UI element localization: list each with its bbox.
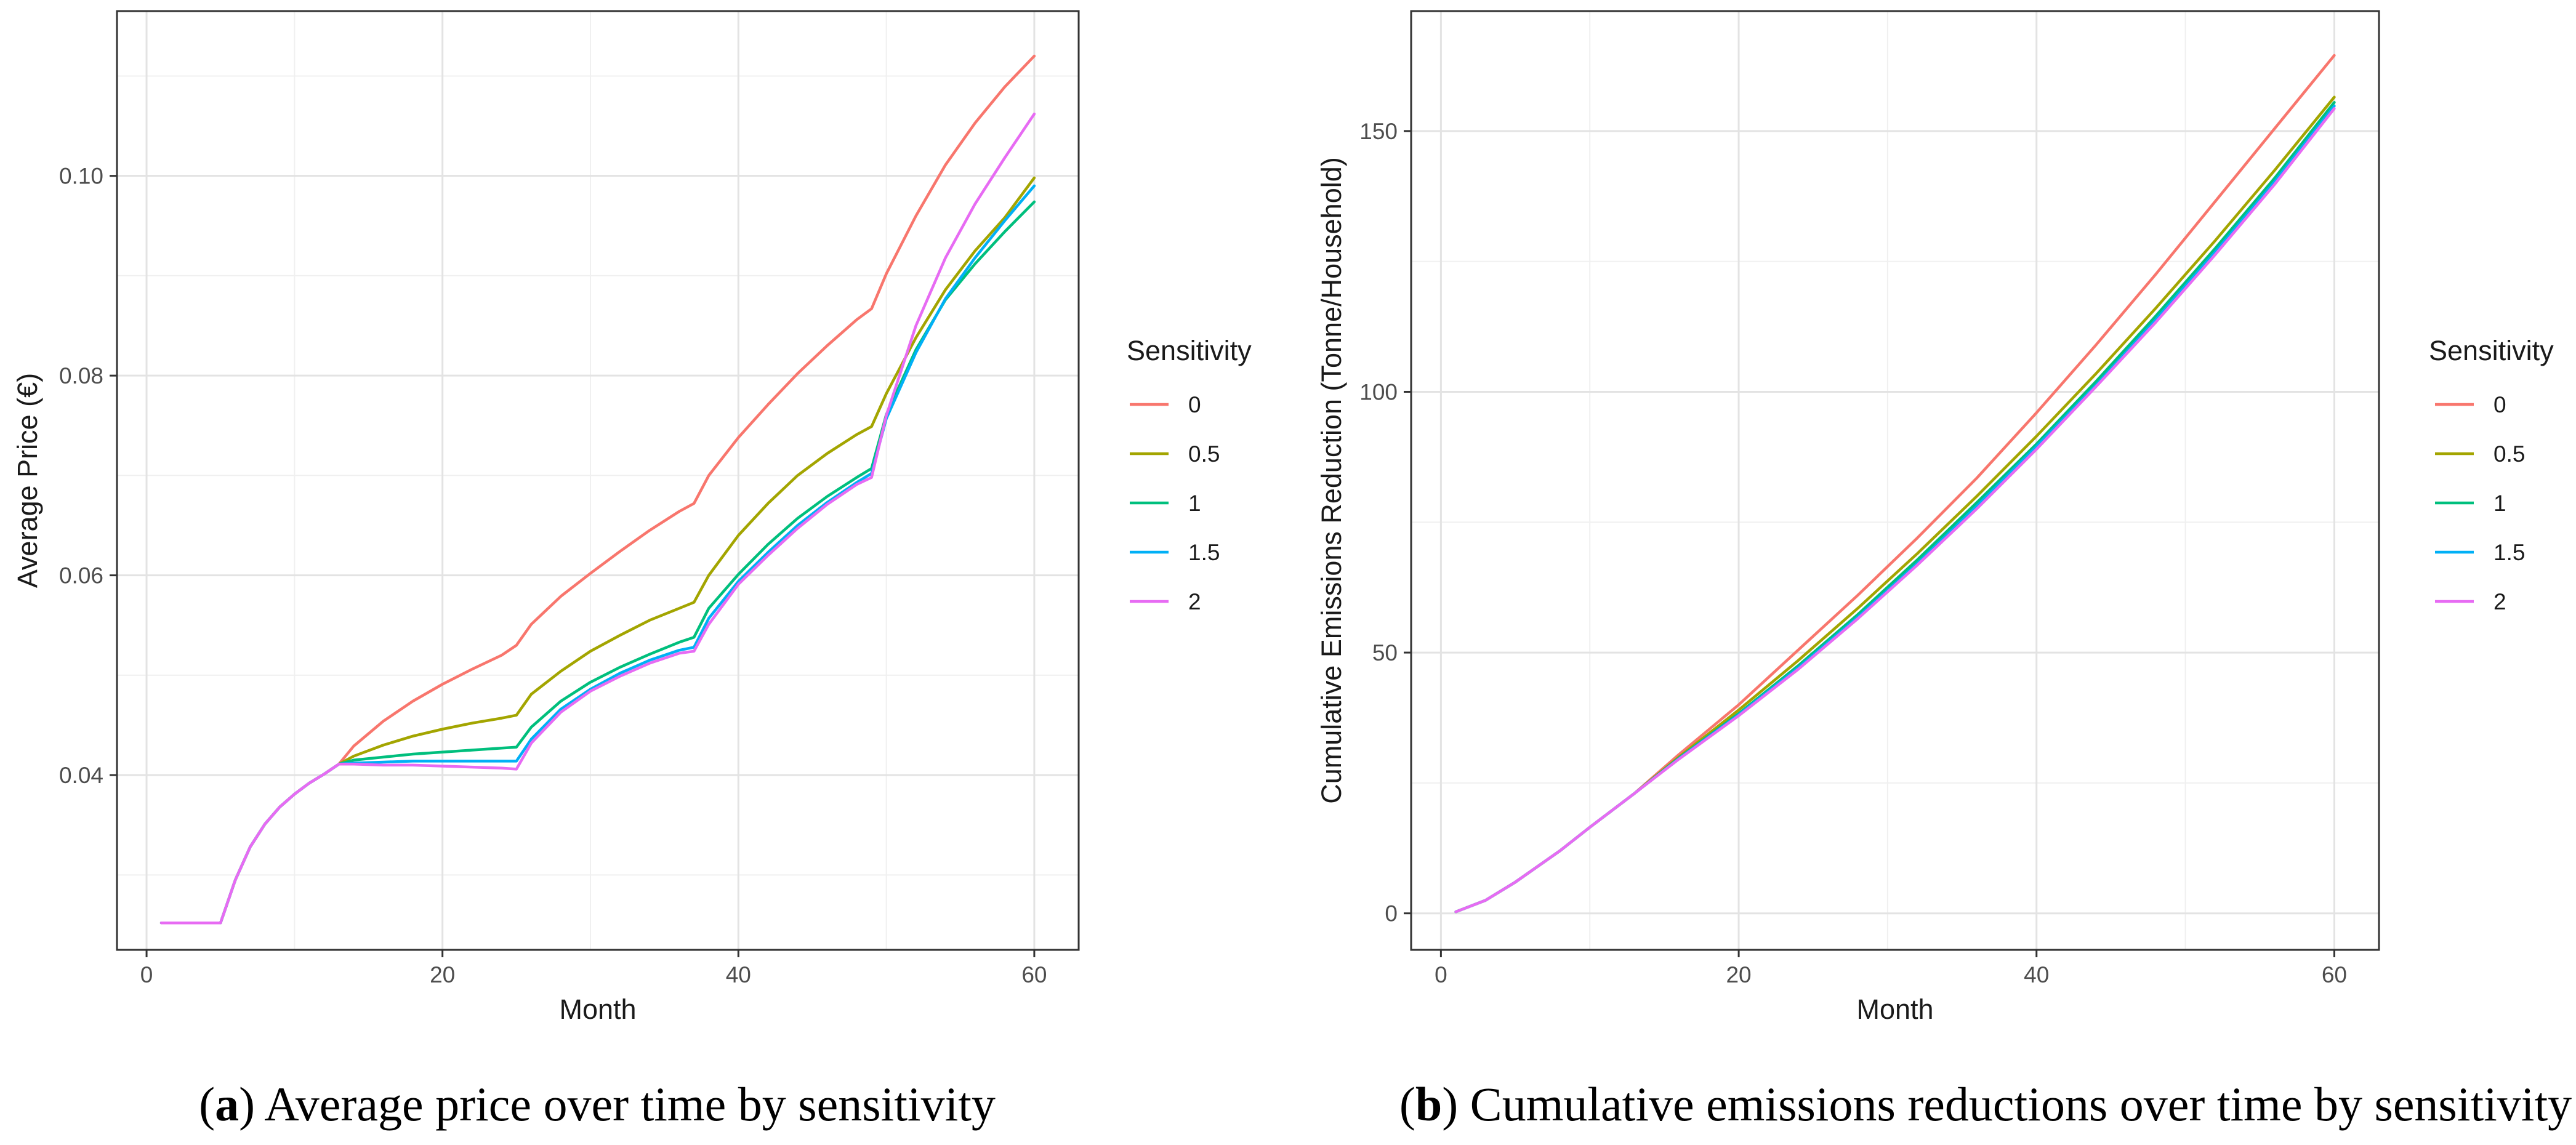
x-tick-label: 0 xyxy=(1435,962,1447,987)
series-lines xyxy=(1454,54,2336,914)
figure-caption-b: (b) Cumulative emissions reductions over… xyxy=(1399,1077,2572,1131)
y-axis-title: Cumulative Emissions Reduction (Tonne/Ho… xyxy=(1316,157,1347,804)
caption-open-paren: ( xyxy=(1399,1077,1415,1131)
legend-label-0.5: 0.5 xyxy=(1188,441,1220,467)
y-tick-label: 50 xyxy=(1372,640,1398,665)
x-tick-label: 0 xyxy=(140,962,153,987)
x-axis-title: Month xyxy=(559,994,636,1025)
legend-label-2: 2 xyxy=(1188,589,1201,614)
caption-text: ) Average price over time by sensitivity xyxy=(239,1077,996,1131)
y-tick-label: 0.08 xyxy=(59,363,103,388)
y-axis: 0 50 100 150 Cumulative Emissions Reduction … xyxy=(1316,119,1411,926)
x-tick-label: 20 xyxy=(1726,962,1751,987)
y-axis: 0.04 0.06 0.08 0.10 Average Price (€) xyxy=(12,164,117,788)
legend-label-2: 2 xyxy=(2493,589,2506,614)
y-tick-label: 100 xyxy=(1359,379,1398,404)
legend-title: Sensitivity xyxy=(1127,335,1252,366)
x-tick-label: 60 xyxy=(2322,962,2347,987)
plot-background xyxy=(1411,11,2379,950)
x-tick-label: 40 xyxy=(2024,962,2049,987)
legend-label-0.5: 0.5 xyxy=(2493,441,2525,467)
x-axis-title: Month xyxy=(1856,994,1933,1025)
legend-label-1: 1 xyxy=(2493,491,2506,516)
y-tick-label: 0.06 xyxy=(59,563,103,589)
legend: Sensitivity 0 0.5 1 1.5 2 xyxy=(2429,335,2554,614)
x-axis: 0 20 40 60 Month xyxy=(140,950,1047,1025)
gridlines xyxy=(117,11,1079,950)
caption-letter: b xyxy=(1415,1077,1442,1131)
x-axis: 0 20 40 60 Month xyxy=(1435,950,2347,1025)
caption-text: ) Cumulative emissions reductions over t… xyxy=(1442,1077,2572,1131)
panel-border xyxy=(1410,10,2380,951)
series-line-sensitivity-2 xyxy=(1454,107,2336,914)
x-tick-label: 60 xyxy=(1021,962,1047,987)
caption-open-paren: ( xyxy=(199,1077,215,1131)
legend-label-1.5: 1.5 xyxy=(1188,540,1220,565)
plot-background xyxy=(117,11,1079,950)
legend-label-0: 0 xyxy=(1188,392,1201,417)
legend-label-1: 1 xyxy=(1188,491,1201,516)
legend-title: Sensitivity xyxy=(2429,335,2554,366)
figure-caption-a: (a) Average price over time by sensitivi… xyxy=(199,1077,996,1131)
y-tick-label: 0 xyxy=(1385,901,1398,926)
x-tick-label: 20 xyxy=(430,962,455,987)
y-tick-label: 0.10 xyxy=(59,164,103,189)
legend: Sensitivity 0 0.5 1 1.5 2 xyxy=(1127,335,1252,614)
legend-label-1.5: 1.5 xyxy=(2493,540,2525,565)
x-tick-label: 40 xyxy=(726,962,751,987)
panel-border xyxy=(116,10,1080,951)
y-tick-label: 150 xyxy=(1359,119,1398,144)
y-axis-title: Average Price (€) xyxy=(12,373,43,588)
series-line-sensitivity-2 xyxy=(159,112,1036,925)
y-tick-label: 0.04 xyxy=(59,763,103,788)
series-lines xyxy=(159,54,1036,925)
gridlines xyxy=(1411,11,2379,950)
caption-letter: a xyxy=(215,1077,239,1131)
legend-label-0: 0 xyxy=(2493,392,2506,417)
